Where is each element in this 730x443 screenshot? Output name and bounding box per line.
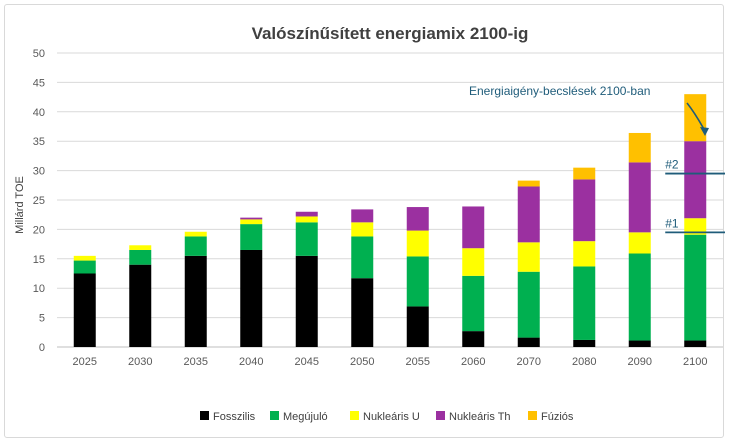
- bar-segment-meg-jul-: [184, 236, 207, 256]
- x-tick-label: 2060: [461, 356, 485, 368]
- annotation-arrowhead: [700, 127, 709, 136]
- demand-estimate-label: #2: [665, 158, 679, 172]
- bar-segment-nukle-ris-u: [573, 241, 596, 267]
- x-tick-label: 2080: [572, 356, 596, 368]
- bar-segment-nukle-ris-th: [351, 209, 374, 223]
- bar-segment-fosszilis: [129, 264, 152, 347]
- bar-stacks: [73, 94, 707, 347]
- energy-mix-chart: Valószínűsített energiamix 2100-ig Millá…: [14, 24, 725, 423]
- bar-segment-meg-jul-: [517, 271, 540, 338]
- x-tick-label: 2025: [73, 356, 97, 368]
- legend-label: Fosszilis: [213, 411, 256, 423]
- x-tick-label: 2040: [239, 356, 263, 368]
- bar-segment-nukle-ris-th: [462, 206, 485, 249]
- bar-segment-meg-jul-: [129, 249, 152, 265]
- bar-segment-meg-jul-: [240, 224, 263, 250]
- gridlines: [57, 52, 723, 348]
- bar-segment-nukle-ris-u: [129, 245, 152, 250]
- bar-segment-meg-jul-: [351, 236, 374, 279]
- legend-swatch: [200, 411, 209, 420]
- y-tick-label: 5: [39, 313, 45, 325]
- bar-segment-nukle-ris-th: [684, 141, 707, 219]
- bar-segment-f-zi-s: [684, 94, 707, 142]
- bar-segment-meg-jul-: [406, 256, 429, 307]
- bar-segment-nukle-ris-u: [684, 218, 707, 235]
- x-tick-label: 2055: [406, 356, 430, 368]
- bar-segment-nukle-ris-th: [406, 207, 429, 231]
- y-axis-label: Millárd TOE: [14, 176, 26, 234]
- x-tick-label: 2070: [517, 356, 541, 368]
- bar-segment-nukle-ris-th: [240, 217, 263, 220]
- bar-segment-nukle-ris-th: [573, 179, 596, 242]
- bar-segment-nukle-ris-u: [462, 248, 485, 276]
- y-tick-label: 20: [33, 224, 45, 236]
- y-tick-label: 35: [33, 136, 45, 148]
- annotations: Energiaigény-becslések 2100-ban #1 #2: [469, 84, 725, 234]
- legend-label: Fúziós: [541, 411, 574, 423]
- chart-frame: Valószínűsített energiamix 2100-ig Millá…: [4, 4, 725, 438]
- bar-segment-nukle-ris-u: [240, 219, 263, 225]
- x-tick-label: 2045: [295, 356, 319, 368]
- bar-segment-f-zi-s: [517, 180, 540, 187]
- y-tick-label: 45: [33, 77, 45, 89]
- legend-swatch: [270, 411, 279, 420]
- bar-segment-meg-jul-: [573, 266, 596, 340]
- y-tick-label: 30: [33, 166, 45, 178]
- bar-segment-nukle-ris-th: [517, 186, 540, 243]
- x-tick-label: 2100: [683, 356, 707, 368]
- legend-swatch: [350, 411, 359, 420]
- bar-segment-f-zi-s: [628, 132, 651, 163]
- bar-segment-nukle-ris-th: [628, 162, 651, 233]
- bar-segment-meg-jul-: [628, 253, 651, 341]
- legend-label: Nukleáris U: [363, 411, 420, 423]
- bar-segment-nukle-ris-u: [295, 216, 318, 223]
- bar-segment-f-zi-s: [573, 167, 596, 180]
- y-axis-ticks: 0 5 10 15 20 25 30 35 40 45 50: [33, 48, 45, 354]
- demand-estimate-label: #1: [665, 216, 679, 230]
- bar-segment-nukle-ris-u: [351, 222, 374, 237]
- annotation-text: Energiaigény-becslések 2100-ban: [469, 84, 650, 98]
- x-tick-label: 2050: [350, 356, 374, 368]
- bar-segment-fosszilis: [295, 255, 318, 347]
- legend-label: Nukleáris Th: [449, 411, 511, 423]
- y-tick-label: 50: [33, 48, 45, 60]
- bar-segment-fosszilis: [517, 337, 540, 347]
- legend: Fosszilis Megújuló Nukleáris U Nukleáris Th…: [200, 411, 574, 423]
- legend-swatch: [436, 411, 445, 420]
- bar-segment-fosszilis: [184, 255, 207, 347]
- y-tick-label: 25: [33, 195, 45, 207]
- bar-segment-nukle-ris-u: [406, 230, 429, 257]
- bar-segment-nukle-ris-th: [295, 211, 318, 217]
- bar-segment-fosszilis: [351, 278, 374, 347]
- bar-segment-fosszilis: [73, 273, 96, 347]
- bar-segment-nukle-ris-u: [517, 242, 540, 272]
- bar-segment-meg-jul-: [684, 234, 707, 341]
- bar-segment-fosszilis: [240, 249, 263, 347]
- bar-segment-fosszilis: [628, 340, 651, 347]
- x-tick-label: 2090: [628, 356, 652, 368]
- bar-segment-nukle-ris-u: [73, 255, 96, 261]
- bar-segment-nukle-ris-u: [628, 232, 651, 254]
- bar-segment-fosszilis: [684, 340, 707, 347]
- y-tick-label: 0: [39, 342, 45, 354]
- x-tick-label: 2035: [184, 356, 208, 368]
- bar-segment-meg-jul-: [73, 260, 96, 274]
- x-tick-label: 2030: [128, 356, 152, 368]
- bar-segment-fosszilis: [573, 339, 596, 347]
- chart-title: Valószínűsített energiamix 2100-ig: [252, 24, 529, 43]
- y-tick-label: 15: [33, 254, 45, 266]
- legend-swatch: [528, 411, 537, 420]
- x-axis-ticks: 2025 2030 2035 2040 2045 2050 2055 2060 2070 2080…: [73, 356, 708, 368]
- legend-label: Megújuló: [283, 411, 328, 423]
- bar-segment-fosszilis: [462, 331, 485, 347]
- bar-segment-nukle-ris-u: [184, 231, 207, 237]
- y-tick-label: 10: [33, 283, 45, 295]
- bar-segment-meg-jul-: [295, 222, 318, 256]
- bar-segment-fosszilis: [406, 306, 429, 347]
- y-tick-label: 40: [33, 107, 45, 119]
- bar-segment-meg-jul-: [462, 275, 485, 332]
